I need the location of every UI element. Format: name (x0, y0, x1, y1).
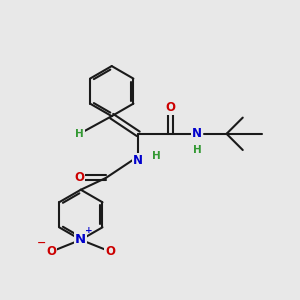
Text: H: H (193, 145, 202, 155)
Text: H: H (75, 129, 84, 139)
Text: O: O (46, 245, 56, 258)
Text: O: O (105, 245, 115, 258)
Text: +: + (85, 226, 93, 236)
Text: N: N (75, 233, 86, 246)
Text: −: − (37, 238, 46, 248)
Text: O: O (74, 172, 84, 184)
Text: N: N (192, 127, 202, 140)
Text: N: N (133, 154, 143, 167)
Text: O: O (166, 101, 176, 114)
Text: H: H (152, 151, 160, 161)
